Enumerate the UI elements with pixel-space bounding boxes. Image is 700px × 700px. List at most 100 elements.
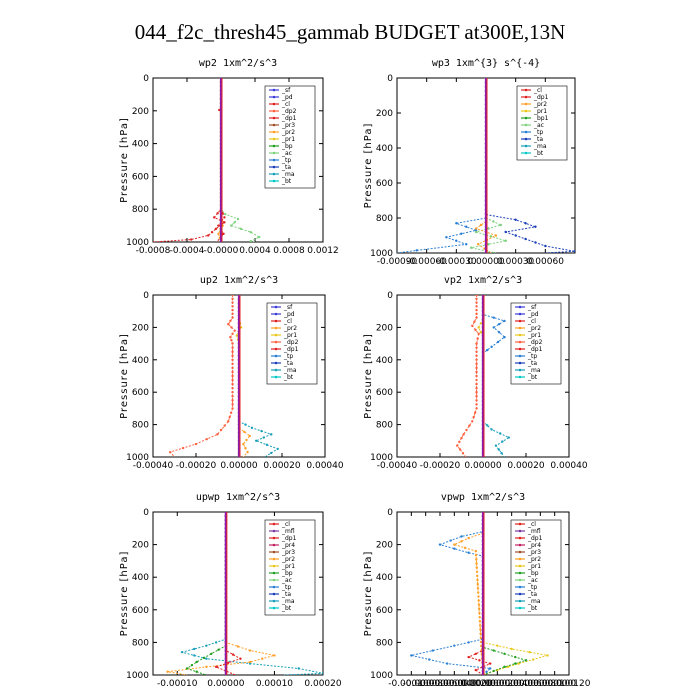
- series-point_pr2: [261, 657, 264, 660]
- series-point_pr2: [477, 607, 481, 611]
- legend-marker: [272, 550, 276, 554]
- series-point_tp: [455, 222, 458, 225]
- series-point_dp2: [231, 378, 234, 382]
- series-point_dp2: [223, 424, 226, 427]
- x-tick-label: 0.00040: [550, 461, 587, 471]
- series-point_pr1: [531, 658, 535, 661]
- series-point_tp: [453, 644, 456, 647]
- legend-entry: _dp2: [283, 339, 299, 346]
- series-point_dp1: [488, 662, 492, 665]
- y-tick-label: 200: [132, 107, 149, 117]
- y-tick-label: 1000: [370, 453, 393, 463]
- x-tick-label: -0.00020: [176, 461, 217, 471]
- series-point_dp2: [475, 362, 478, 366]
- legend-entry: _bt: [281, 178, 292, 185]
- series-point_dp2: [227, 322, 230, 326]
- x-tick-label: 0.00040: [306, 461, 343, 471]
- x-tick-label: -0.000080: [403, 679, 449, 689]
- series-point_tp: [415, 249, 418, 252]
- series-point_pr2: [453, 543, 456, 546]
- legend-entry: _pr2: [283, 325, 297, 332]
- series-point_dp2: [475, 399, 478, 402]
- legend-entry: _pr2: [281, 129, 295, 136]
- x-tick-label: 0.00000: [207, 679, 244, 689]
- series-point_dp1: [210, 230, 214, 234]
- series-point_dp2: [231, 403, 234, 406]
- legend-entry: _pd: [527, 311, 539, 318]
- x-tick-label: 0.00020: [304, 679, 341, 689]
- series-point_pr2: [244, 446, 247, 450]
- legend-entry: _mfl: [281, 528, 295, 535]
- series-point_dp2: [475, 316, 478, 319]
- series-point_pr1: [235, 334, 239, 337]
- series-point_tp: [460, 232, 463, 235]
- series-point_pr2: [217, 232, 220, 235]
- series-point_tp: [465, 243, 468, 246]
- series-point_tp: [460, 535, 463, 538]
- series-point_dp2: [475, 366, 478, 370]
- series-point_dp2: [231, 362, 234, 366]
- series-point_tp: [496, 340, 500, 344]
- series-point_pr2: [476, 578, 479, 582]
- series-point_tp: [503, 335, 506, 339]
- legend-marker: [524, 95, 528, 99]
- legend-marker: [518, 564, 522, 568]
- y-tick-label: 800: [376, 214, 393, 224]
- series-point_pr1: [510, 647, 513, 651]
- series-point_pr2: [242, 442, 245, 446]
- series-point_dp2: [231, 301, 234, 304]
- panel-title: wp3 1xm^{3} s^{-4}: [432, 58, 540, 69]
- series-point_ac: [487, 227, 490, 230]
- series-point_dp2: [231, 346, 234, 349]
- y-tick-label: 1000: [126, 671, 149, 681]
- x-tick-label: 0.00000: [220, 461, 257, 471]
- series-point_dp1: [213, 216, 216, 219]
- series-point_dp2: [458, 440, 461, 444]
- series-point_tp: [503, 319, 506, 323]
- legend-marker: [272, 102, 276, 106]
- series-point_ac: [487, 243, 490, 246]
- legend-marker: [518, 361, 522, 365]
- y-tick-label: 200: [376, 323, 393, 333]
- series-point_ac: [239, 227, 243, 231]
- legend-entry: _dp2: [281, 108, 297, 115]
- series-point_dp2: [473, 411, 477, 414]
- series-point_ma: [270, 433, 273, 436]
- series-point_dp2: [460, 436, 463, 440]
- legend-entry: _ma: [533, 143, 547, 150]
- y-tick-label: 200: [376, 109, 393, 119]
- legend-entry: _cl: [527, 521, 536, 528]
- series-point_dp2: [233, 329, 236, 332]
- series-point_dp2: [228, 415, 231, 419]
- series-point_tp: [438, 543, 442, 546]
- legend-marker: [272, 522, 276, 526]
- legend-marker: [274, 312, 278, 316]
- legend-entry: _ta: [527, 591, 537, 598]
- legend-marker: [518, 578, 522, 582]
- legend-marker: [274, 326, 278, 330]
- legend-marker: [272, 179, 276, 183]
- series-point_dp2: [475, 350, 478, 353]
- series-point_dp1: [216, 212, 219, 215]
- legend-entry: _pr2: [533, 101, 547, 108]
- series-point_dp2: [216, 433, 219, 436]
- series-point_pr2: [477, 591, 480, 594]
- series-point_ta: [544, 244, 547, 248]
- legend-marker: [274, 319, 278, 323]
- legend-marker: [274, 375, 278, 379]
- series-point_ma: [297, 667, 300, 670]
- series-point_dp2: [475, 378, 478, 382]
- x-tick-label: -0.000020: [446, 679, 492, 689]
- legend-marker: [274, 333, 278, 337]
- legend-entry: _dp1: [281, 535, 297, 542]
- series-point_pr1: [479, 331, 483, 334]
- series-point_dp2: [475, 342, 478, 345]
- series-point_dp2: [181, 446, 185, 450]
- x-tick-label: -0.00030: [436, 257, 477, 267]
- series-point_ma: [494, 444, 498, 447]
- series-point_dp2: [475, 312, 478, 316]
- series-point_dp2: [475, 382, 478, 386]
- legend-marker: [518, 326, 522, 330]
- series-point_dp2: [477, 332, 480, 336]
- y-axis-label: Pressure [hPa]: [119, 333, 130, 419]
